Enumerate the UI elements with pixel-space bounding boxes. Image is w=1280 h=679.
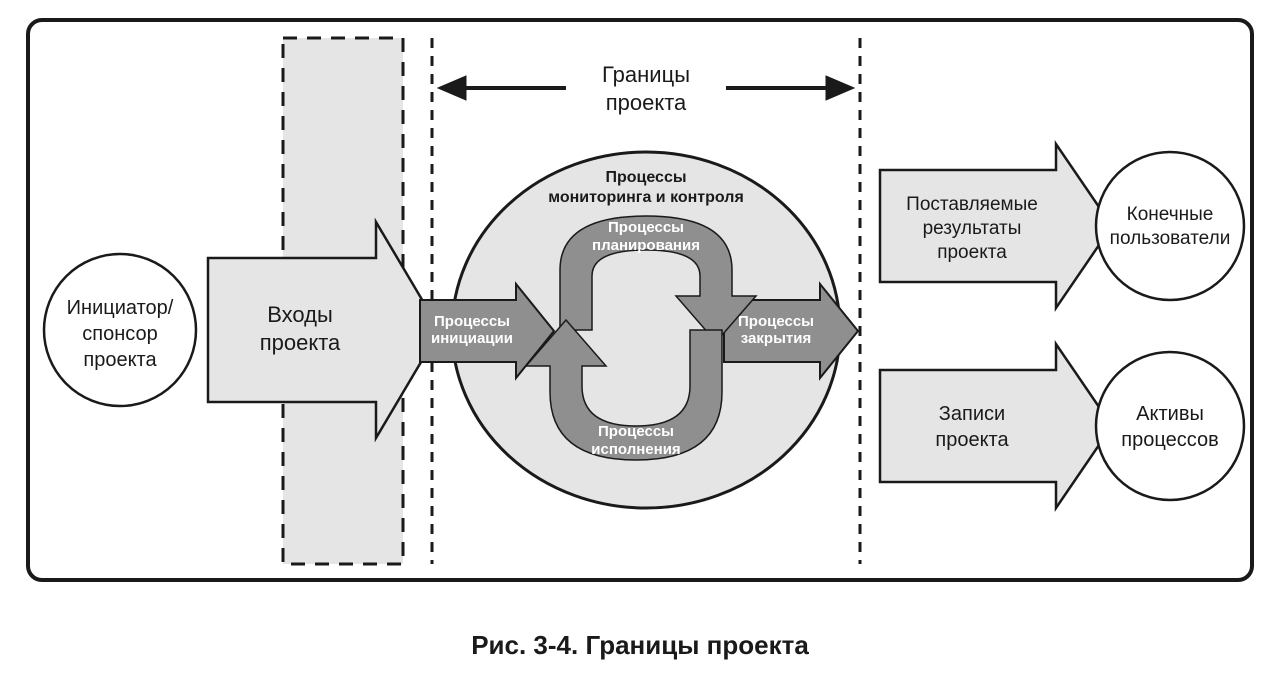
assets-circle xyxy=(1096,352,1244,500)
inputs-label-2: проекта xyxy=(260,330,341,355)
deliverables-label-2: результаты xyxy=(923,218,1022,239)
monitoring-label-2: мониторинга и контроля xyxy=(548,189,744,206)
initiator-label-2: спонсор xyxy=(82,323,157,345)
figure-caption: Рис. 3-4. Границы проекта xyxy=(0,630,1280,661)
end-users-circle xyxy=(1096,152,1244,300)
deliverables-label-1: Поставляемые xyxy=(906,194,1038,215)
initiator-label-3: проекта xyxy=(83,349,157,371)
records-arrow xyxy=(880,344,1112,508)
execution-label-1: Процессы xyxy=(598,423,674,440)
planning-label-1: Процессы xyxy=(608,219,684,236)
records-label-2: проекта xyxy=(935,429,1009,451)
assets-label-2: процессов xyxy=(1121,429,1218,451)
close-process-label-1: Процессы xyxy=(738,313,814,330)
boundary-label-line2: проекта xyxy=(606,90,687,115)
end-users-label-1: Конечные xyxy=(1127,204,1214,225)
init-process-label-1: Процессы xyxy=(434,313,510,330)
boundary-label-line1: Границы xyxy=(602,62,690,87)
assets-label-1: Активы xyxy=(1136,403,1204,425)
records-label-1: Записи xyxy=(939,403,1005,425)
planning-label-2: планирования xyxy=(592,237,700,254)
diagram-canvas: Границы проекта Инициатор/ спонсор проек… xyxy=(0,0,1280,679)
diagram-svg: Границы проекта Инициатор/ спонсор проек… xyxy=(0,0,1280,610)
execution-label-2: исполнения xyxy=(591,441,680,458)
monitoring-label-1: Процессы xyxy=(605,169,686,186)
initiator-label-1: Инициатор/ xyxy=(67,297,174,319)
deliverables-label-3: проекта xyxy=(937,242,1007,263)
inputs-label-1: Входы xyxy=(267,302,333,327)
end-users-label-2: пользователи xyxy=(1110,228,1231,249)
init-process-label-2: инициации xyxy=(431,330,513,347)
close-process-label-2: закрытия xyxy=(741,330,811,347)
